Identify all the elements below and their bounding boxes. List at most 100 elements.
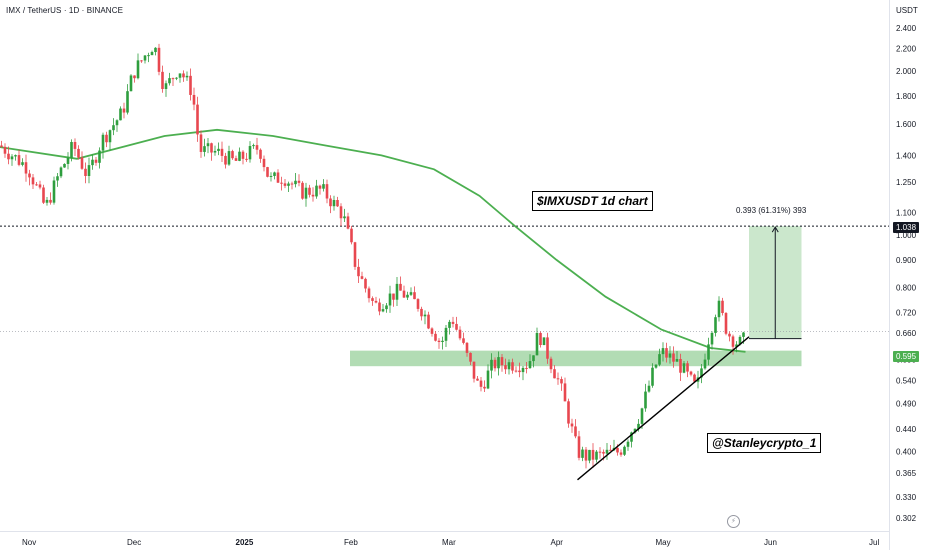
candle-body[interactable]: [448, 321, 451, 328]
candle-body[interactable]: [273, 172, 276, 176]
candle-body[interactable]: [539, 332, 542, 345]
candle-body[interactable]: [224, 155, 227, 165]
candle-body[interactable]: [290, 183, 294, 185]
candle-body[interactable]: [80, 157, 84, 169]
candle-body[interactable]: [87, 165, 91, 176]
candle-body[interactable]: [710, 332, 714, 345]
candle-body[interactable]: [28, 173, 31, 178]
candle-body[interactable]: [525, 367, 528, 369]
candle-body[interactable]: [490, 359, 493, 371]
candle-body[interactable]: [63, 163, 66, 168]
candle-body[interactable]: [654, 364, 658, 368]
candle-body[interactable]: [17, 155, 21, 165]
candle-body[interactable]: [434, 333, 437, 341]
candle-body[interactable]: [532, 355, 535, 362]
candle-body[interactable]: [122, 108, 126, 113]
candle-body[interactable]: [679, 358, 682, 373]
candle-body[interactable]: [203, 146, 206, 152]
candle-body[interactable]: [164, 83, 168, 89]
candle-body[interactable]: [735, 344, 738, 347]
candle-body[interactable]: [66, 157, 70, 164]
candle-body[interactable]: [119, 108, 122, 121]
candle-body[interactable]: [269, 175, 273, 177]
candle-body[interactable]: [371, 298, 374, 301]
candle-body[interactable]: [112, 125, 115, 131]
candle-body[interactable]: [182, 73, 185, 78]
candle-body[interactable]: [682, 363, 686, 373]
candle-body[interactable]: [231, 151, 234, 159]
candle-body[interactable]: [567, 401, 570, 424]
candle-body[interactable]: [31, 177, 35, 185]
candle-body[interactable]: [672, 353, 675, 362]
candle-body[interactable]: [626, 441, 630, 447]
candle-body[interactable]: [241, 151, 245, 159]
candle-body[interactable]: [238, 151, 241, 161]
candle-body[interactable]: [294, 180, 297, 185]
candle-body[interactable]: [661, 348, 665, 355]
candle-body[interactable]: [175, 77, 178, 79]
candle-body[interactable]: [689, 371, 693, 375]
candle-body[interactable]: [479, 380, 483, 387]
candle-body[interactable]: [511, 362, 514, 371]
candle-body[interactable]: [336, 200, 339, 207]
candle-body[interactable]: [381, 309, 385, 312]
candle-body[interactable]: [507, 362, 511, 370]
ascending-trendline[interactable]: [577, 336, 750, 481]
candle-body[interactable]: [185, 75, 189, 78]
candle-body[interactable]: [588, 449, 591, 461]
candle-body[interactable]: [444, 327, 448, 341]
candle-body[interactable]: [304, 187, 308, 199]
candle-body[interactable]: [542, 337, 546, 345]
candle-body[interactable]: [385, 305, 388, 310]
candle-body[interactable]: [686, 363, 689, 372]
candle-body[interactable]: [668, 353, 672, 358]
candle-body[interactable]: [476, 378, 479, 381]
candle-body[interactable]: [493, 359, 497, 369]
candle-body[interactable]: [283, 183, 287, 186]
candle-body[interactable]: [406, 294, 409, 298]
candle-body[interactable]: [651, 367, 654, 386]
candle-body[interactable]: [332, 200, 336, 207]
candle-body[interactable]: [430, 328, 434, 334]
candle-body[interactable]: [133, 75, 136, 79]
candle-body[interactable]: [287, 183, 290, 186]
candle-body[interactable]: [21, 162, 24, 165]
candle-body[interactable]: [388, 293, 392, 306]
candle-body[interactable]: [213, 150, 217, 153]
candle-body[interactable]: [94, 159, 98, 163]
candle-body[interactable]: [658, 354, 661, 365]
candle-body[interactable]: [675, 358, 679, 362]
candle-body[interactable]: [521, 367, 525, 373]
candle-body[interactable]: [455, 323, 458, 330]
candle-body[interactable]: [192, 94, 196, 105]
candle-body[interactable]: [171, 78, 175, 80]
candle-body[interactable]: [546, 337, 549, 359]
candle-body[interactable]: [315, 185, 318, 197]
candle-body[interactable]: [157, 47, 161, 72]
candle-body[interactable]: [423, 314, 427, 317]
candle-body[interactable]: [168, 78, 171, 84]
candle-body[interactable]: [255, 145, 259, 150]
candle-body[interactable]: [101, 134, 105, 151]
candle-body[interactable]: [266, 167, 269, 177]
candle-body[interactable]: [574, 426, 577, 437]
candle-body[interactable]: [234, 158, 238, 161]
candle-body[interactable]: [458, 329, 462, 339]
candle-body[interactable]: [402, 290, 406, 298]
candle-body[interactable]: [647, 385, 651, 392]
chart-title-label[interactable]: $IMXUSDT 1d chart: [532, 191, 653, 211]
candle-body[interactable]: [630, 432, 633, 442]
candle-body[interactable]: [115, 120, 119, 126]
candle-body[interactable]: [598, 451, 602, 453]
candle-body[interactable]: [595, 451, 598, 460]
candle-body[interactable]: [91, 159, 94, 166]
candle-body[interactable]: [346, 216, 350, 229]
candle-body[interactable]: [728, 333, 731, 337]
candle-body[interactable]: [357, 266, 360, 277]
candle-body[interactable]: [45, 199, 49, 203]
candle-body[interactable]: [178, 73, 182, 78]
candle-body[interactable]: [367, 288, 371, 299]
candle-body[interactable]: [700, 368, 703, 378]
candle-body[interactable]: [35, 184, 38, 186]
candle-body[interactable]: [360, 276, 364, 279]
